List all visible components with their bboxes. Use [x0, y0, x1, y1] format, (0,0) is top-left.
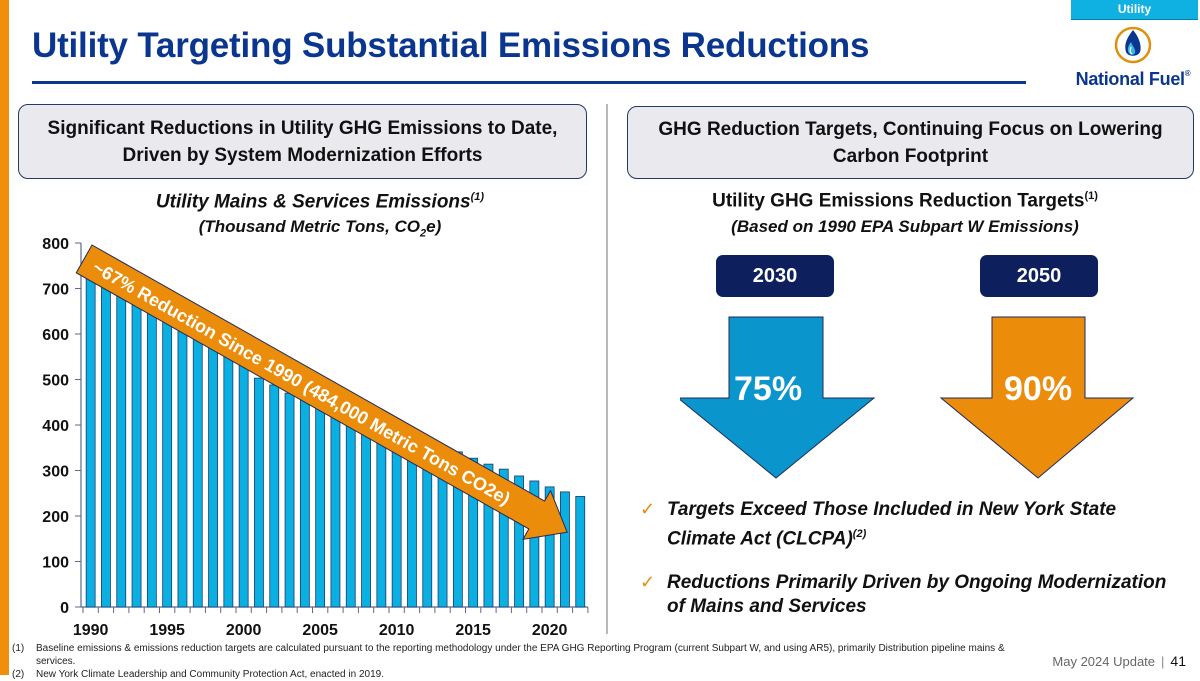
footnote: (1) Baseline emissions & emissions reduct…: [12, 643, 1005, 667]
national-fuel-logo: National Fuel®: [1068, 25, 1198, 95]
bar-1991: [101, 285, 111, 608]
bar-1994: [146, 310, 157, 608]
bar-2022: [575, 496, 586, 608]
y-tick-label: 200: [42, 509, 69, 526]
bar-1995: [162, 317, 173, 608]
page-footer: May 2024 Update | 41: [1052, 653, 1186, 669]
bar-2000: [238, 361, 249, 608]
logo-wordmark: National Fuel®: [1075, 69, 1191, 89]
bar-2004: [299, 398, 310, 608]
targets-title: Utility GHG Emissions Reduction Targets(…: [712, 190, 1098, 212]
bar-2009: [376, 427, 387, 608]
x-tick-label: 2005: [302, 622, 338, 639]
bar-2015: [468, 457, 479, 608]
checkmark-icon: ✓: [640, 572, 656, 593]
bar-2007: [345, 415, 356, 608]
bar-2021: [560, 491, 570, 608]
bar-1998: [208, 345, 218, 608]
bar-1993: [131, 301, 142, 608]
down-arrow-orange-icon: [939, 316, 1135, 479]
section-tag: Utility: [1071, 0, 1198, 20]
bar-2005: [315, 404, 326, 608]
target-arrows: [680, 316, 1135, 479]
chart-subtitle: (Thousand Metric Tons, CO2e): [198, 217, 442, 240]
bar-1999: [223, 353, 234, 608]
title-underline: [32, 81, 1026, 84]
y-tick-label: 0: [60, 600, 69, 617]
x-tick-label: 2000: [226, 622, 262, 639]
down-arrow-blue-icon: [680, 316, 876, 479]
targets-subtitle: (Based on 1990 EPA Subpart W Emissions): [731, 217, 1079, 236]
y-tick-label: 400: [42, 418, 69, 435]
bar-2006: [330, 410, 341, 608]
bullet-item: ✓ Reductions Primarily Driven by Ongoing…: [640, 572, 1167, 618]
panel-divider: [606, 104, 608, 634]
bar-1997: [192, 333, 203, 608]
bar-2010: [391, 433, 402, 608]
bar-2008: [361, 421, 371, 608]
x-tick-label: 2010: [379, 622, 415, 639]
emissions-bar-chart: 0 100 200 300 400 500 600 700 800 1990 1995 2000 200…: [42, 236, 589, 639]
bullet-item: ✓ Targets Exceed Those Included in New Y…: [640, 499, 1117, 550]
y-tick-label: 700: [42, 282, 69, 299]
page-number: 41: [1170, 653, 1186, 669]
y-tick-label: 600: [42, 327, 69, 344]
page-title: Utility Targeting Substantial Emissions …: [32, 26, 870, 65]
accent-side-bar: [0, 0, 9, 675]
checkmark-icon: ✓: [640, 499, 656, 519]
bar-1990: [85, 275, 96, 608]
bar-2002: [269, 384, 280, 608]
bar-2016: [483, 463, 494, 608]
target-year-2030: 2030: [716, 255, 834, 297]
y-tick-label: 300: [42, 464, 69, 481]
y-tick-label: 500: [42, 373, 69, 390]
bar-2003: [284, 392, 295, 608]
bar-2020: [544, 486, 555, 608]
x-tick-label: 2020: [532, 622, 568, 639]
bullet-list: ✓ Targets Exceed Those Included in New Y…: [640, 498, 1170, 639]
x-tick-label: 1995: [149, 622, 185, 639]
bar-2017: [498, 468, 509, 608]
target-reduction-2030: 75%: [734, 370, 803, 408]
target-reduction-2050: 90%: [1004, 370, 1073, 408]
bar-2019: [529, 480, 540, 608]
x-tick-label: 2015: [455, 622, 491, 639]
y-tick-label: 800: [42, 236, 69, 253]
bar-1996: [177, 324, 188, 608]
chart-title: Utility Mains & Services Emissions(1): [155, 191, 485, 213]
left-panel-header: Significant Reductions in Utility GHG Em…: [18, 104, 587, 179]
target-year-2050: 2050: [980, 255, 1098, 297]
right-panel-header: GHG Reduction Targets, Continuing Focus …: [627, 106, 1194, 179]
bar-2001: [254, 377, 264, 608]
y-tick-label: 100: [42, 555, 69, 572]
x-tick-label: 1990: [73, 622, 109, 639]
annotation-arrow-shape: [75, 244, 568, 541]
flame-logo-icon: [1114, 26, 1152, 64]
bar-2018: [514, 475, 524, 608]
reduction-annotation-arrow: ~67% Reduction Since 1990 (484,000 Metri…: [75, 244, 568, 541]
footnotes: (1) Baseline emissions & emissions reduct…: [12, 642, 1012, 681]
bar-1992: [116, 294, 127, 608]
footer-label: May 2024 Update: [1052, 654, 1156, 669]
